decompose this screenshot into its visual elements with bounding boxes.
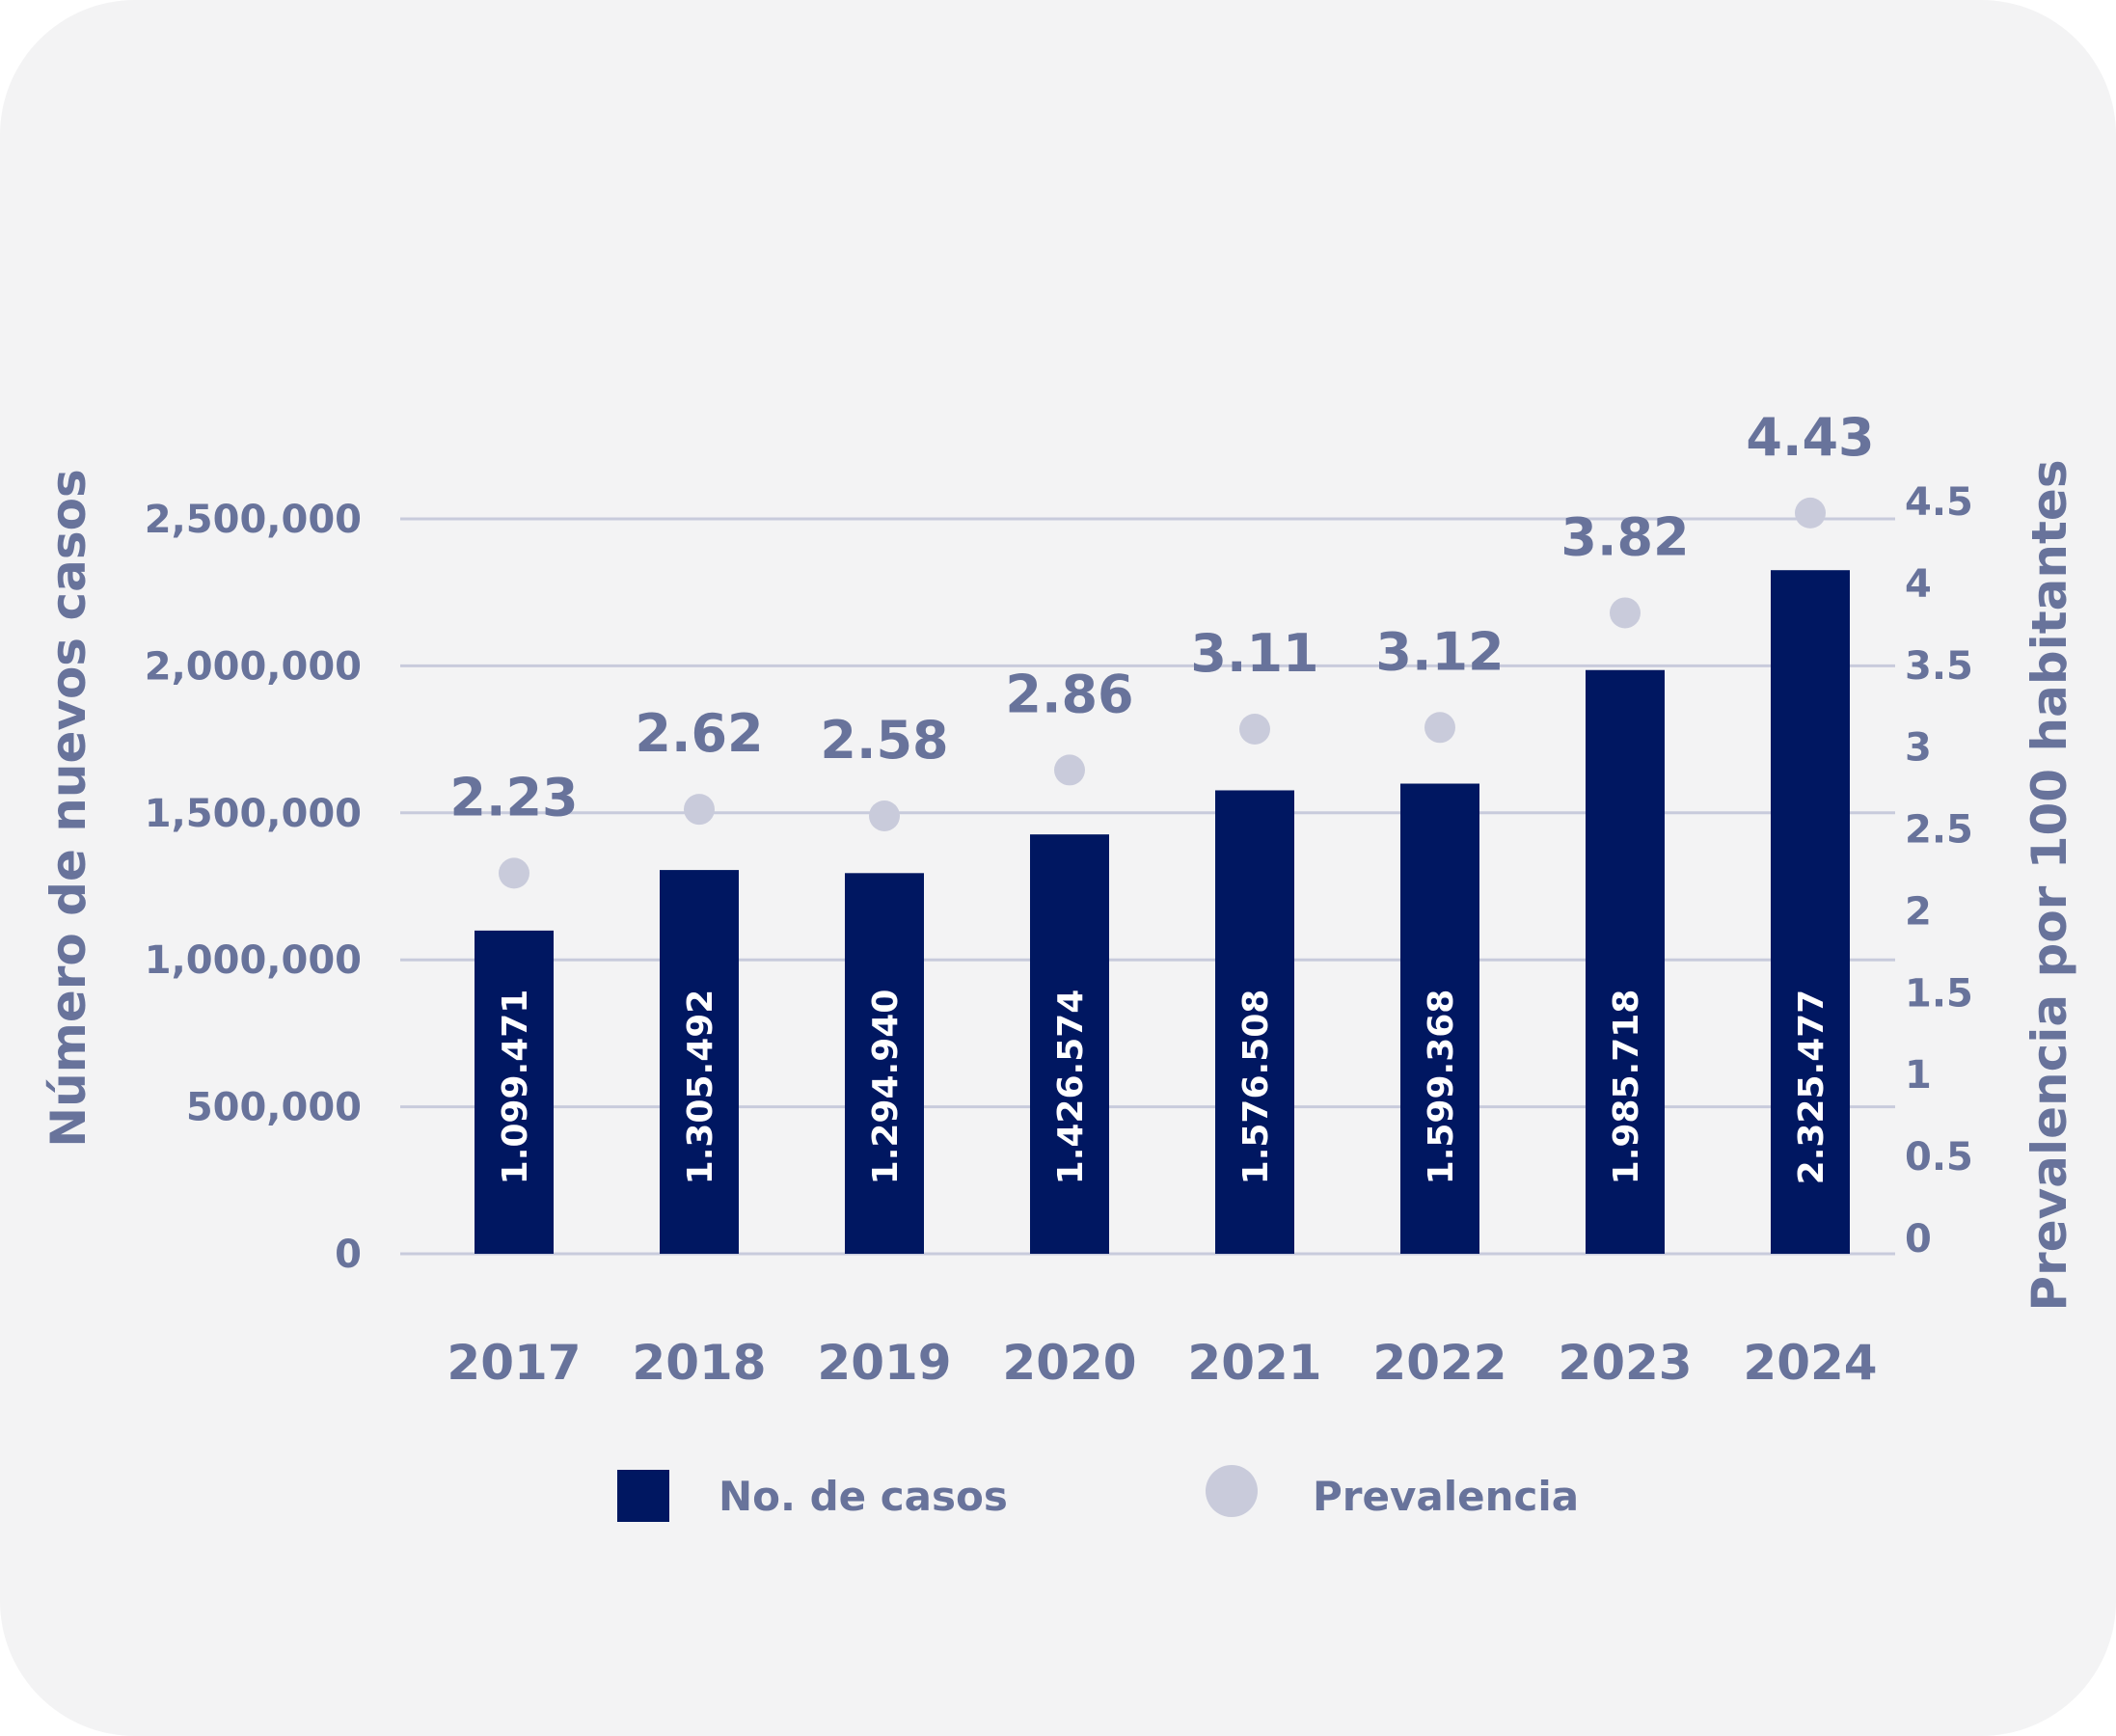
bar-2019 <box>845 873 924 1254</box>
right-axis-tick-label: 4 <box>1905 562 1932 607</box>
prevalence-point-2024 <box>1795 497 1826 529</box>
bar-value-label: 1.985.718 <box>1607 990 1646 1185</box>
prevalence-value-label: 4.43 <box>1746 407 1874 468</box>
legend-swatch-prevalencia <box>1206 1465 1258 1517</box>
prevalence-value-label: 3.12 <box>1375 621 1504 682</box>
bar-series <box>475 570 1850 1254</box>
bar-value-label: 1.099.471 <box>496 990 535 1185</box>
prevalence-value-label: 2.23 <box>449 767 578 827</box>
prevalence-value-label: 2.86 <box>1005 664 1133 724</box>
legend-swatch-casos <box>617 1470 669 1522</box>
legend: No. de casos Prevalencia <box>617 1465 1579 1522</box>
prevalence-point-2019 <box>869 800 900 831</box>
x-axis-tick-label: 2017 <box>447 1335 581 1391</box>
left-axis-tick-label: 0 <box>335 1233 362 1277</box>
bar-value-label: 1.426.574 <box>1051 990 1091 1185</box>
bar-2017 <box>475 930 554 1254</box>
left-axis-title: Número de nuevos casos <box>41 469 96 1147</box>
prevalence-point-2022 <box>1424 712 1455 744</box>
bar-2018 <box>660 870 739 1254</box>
bar-2020 <box>1030 834 1109 1254</box>
legend-label-prevalencia: Prevalencia <box>1313 1473 1579 1520</box>
bar-value-label: 1.599.368 <box>1422 990 1461 1185</box>
gridlines <box>400 517 1895 1256</box>
right-axis-tick-label: 0.5 <box>1905 1135 1973 1180</box>
right-axis-tick-label: 1.5 <box>1905 971 1973 1016</box>
right-axis-tick-label: 2 <box>1905 889 1932 934</box>
right-axis-tick-label: 4.5 <box>1905 480 1973 525</box>
prevalence-point-2021 <box>1239 713 1270 745</box>
x-axis-tick-label: 2018 <box>632 1335 766 1391</box>
bar-2021 <box>1215 790 1294 1254</box>
bar-2024 <box>1771 570 1850 1254</box>
left-axis-tick-label: 2,000,000 <box>145 644 362 689</box>
legend-label-casos: No. de casos <box>719 1473 1008 1520</box>
left-axis-tick-label: 500,000 <box>186 1086 362 1130</box>
x-axis-tick-label: 2023 <box>1558 1335 1692 1391</box>
x-axis-tick-label: 2022 <box>1372 1335 1506 1391</box>
bar-2023 <box>1586 669 1665 1254</box>
right-axis-tick-label: 1 <box>1905 1053 1932 1098</box>
bar-value-label: 1.305.492 <box>681 990 720 1185</box>
prevalence-point-2020 <box>1054 754 1085 786</box>
prevalence-value-label: 3.82 <box>1560 506 1689 567</box>
left-axis-tick-label: 2,500,000 <box>145 498 362 542</box>
x-axis-tick-label: 2021 <box>1187 1335 1321 1391</box>
bar-2022 <box>1400 783 1479 1254</box>
right-axis-tick-label: 2.5 <box>1905 808 1973 853</box>
left-axis-tick-label: 1,000,000 <box>145 938 362 983</box>
bar-value-label: 1.576.508 <box>1236 990 1276 1185</box>
left-axis-tick-label: 1,500,000 <box>145 792 362 836</box>
chart-text: 0 500,000 1,000,000 1,500,000 2,000,000 2,500… <box>145 407 1973 1391</box>
x-axis-tick-label: 2019 <box>817 1335 951 1391</box>
prevalence-value-label: 2.62 <box>635 703 763 764</box>
prevalence-value-label: 3.11 <box>1190 623 1318 684</box>
prevalence-series <box>499 497 1826 889</box>
right-axis-tick-label: 3 <box>1905 726 1932 771</box>
right-axis-tick-label: 3.5 <box>1905 644 1973 689</box>
prevalence-value-label: 2.58 <box>820 710 948 771</box>
prevalence-point-2017 <box>499 857 529 889</box>
prevalence-point-2023 <box>1610 597 1641 629</box>
x-axis-tick-label: 2024 <box>1743 1335 1877 1391</box>
bar-value-label: 2.325.477 <box>1792 990 1831 1185</box>
right-axis-title: Prevalencia por 100 habitantes <box>2021 459 2077 1311</box>
prevalence-point-2018 <box>684 794 715 826</box>
x-axis-tick-label: 2020 <box>1002 1335 1136 1391</box>
bar-value-label: 1.294.940 <box>866 990 906 1185</box>
right-axis-tick-label: 0 <box>1905 1217 1932 1261</box>
